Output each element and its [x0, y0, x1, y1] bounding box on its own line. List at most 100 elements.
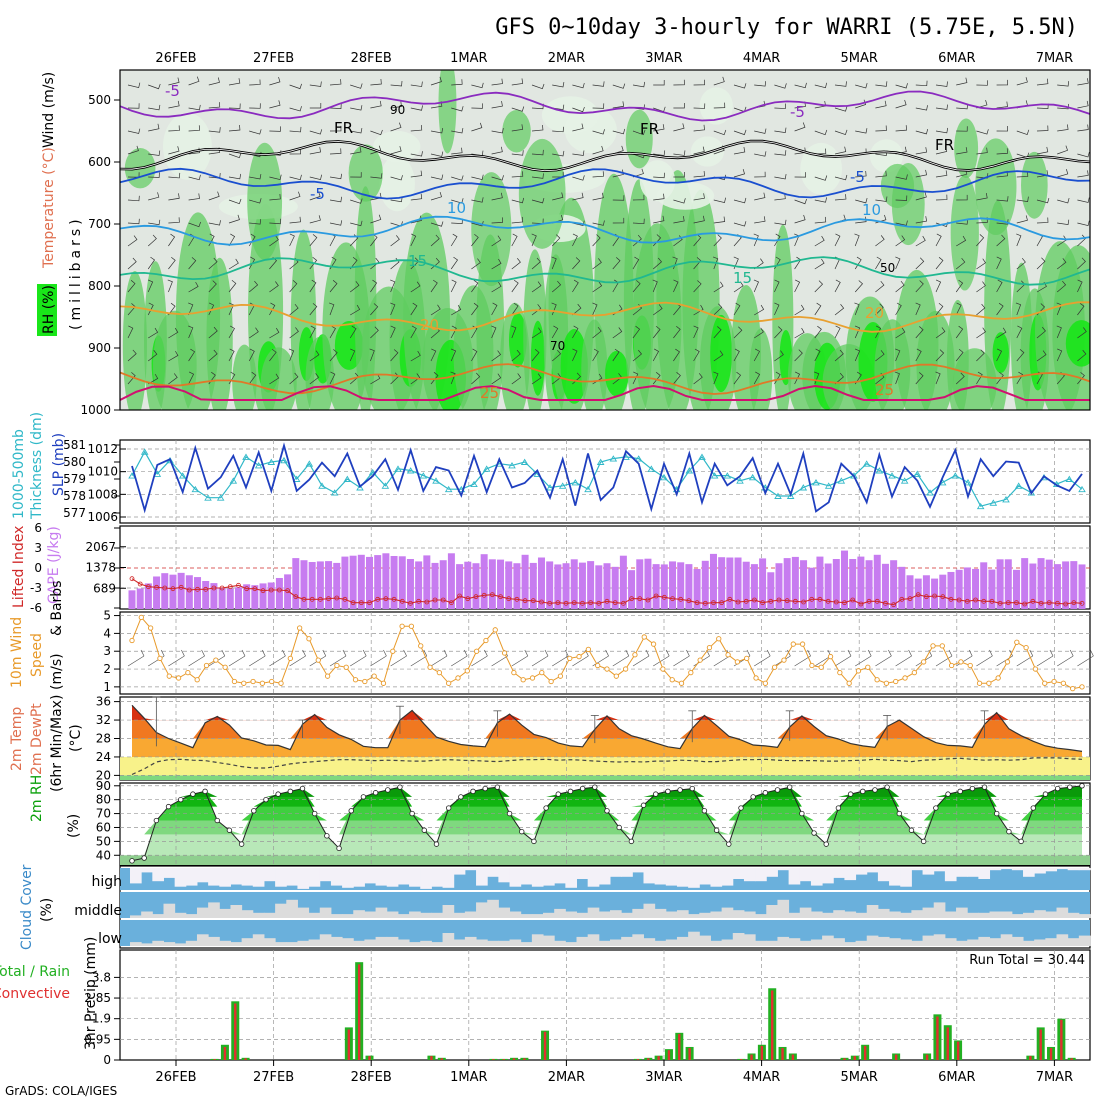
- wind-barb: [774, 350, 784, 362]
- thickness-marker: [1002, 496, 1010, 503]
- wind-speed-marker: [1032, 666, 1039, 672]
- wind-barb: [612, 217, 625, 224]
- cloud-cell: [755, 868, 767, 882]
- wind-barb: [188, 348, 196, 362]
- wind-barb: [875, 235, 885, 247]
- cloud-cell: [397, 868, 410, 885]
- wind-barb: [895, 99, 907, 109]
- lifted-index-marker: [1014, 600, 1019, 606]
- wind-barb: [753, 371, 761, 385]
- wind-barb: [976, 193, 988, 201]
- wind-barb: [471, 103, 483, 109]
- isotherms: [120, 90, 1090, 401]
- cape-bar: [382, 553, 390, 609]
- wind-barb: [329, 196, 343, 203]
- wind-barb: [875, 170, 887, 178]
- wind-barb: [733, 281, 744, 293]
- cloud-cell: [643, 903, 656, 918]
- precip-convective-bar: [678, 1033, 681, 1060]
- wind-barb: [208, 326, 218, 339]
- wind-barb: [289, 327, 299, 339]
- wind-speed-marker: [138, 614, 144, 620]
- cape-bar: [1029, 563, 1037, 609]
- wind-barb: [410, 170, 423, 178]
- wind10m-barb: [127, 649, 145, 667]
- cloud-cell: [799, 940, 812, 946]
- cape-bar: [963, 567, 971, 609]
- cloud-cell: [1067, 868, 1080, 871]
- wind-barb: [370, 145, 382, 155]
- wind-barb: [410, 151, 423, 157]
- rh2m-marker: [519, 828, 525, 835]
- wind-barb: [1036, 197, 1050, 204]
- isotherm-label: 25: [480, 384, 499, 402]
- cloud-cell: [665, 911, 678, 918]
- wind-barb: [390, 257, 400, 270]
- wind-barb: [1036, 78, 1049, 86]
- axis-tick-label: 1.9: [92, 1012, 111, 1026]
- wind-barb: [774, 127, 787, 133]
- wind-barb: [390, 235, 400, 247]
- wind-barb: [653, 193, 665, 201]
- cloud-cell: [185, 868, 198, 886]
- wind-barb: [1016, 325, 1023, 339]
- wind-barb: [410, 302, 418, 316]
- lifted-index-marker: [973, 597, 978, 603]
- lifted-index-marker: [530, 598, 536, 604]
- wind-barb: [168, 373, 178, 385]
- wind-barb: [915, 302, 921, 316]
- wind-speed-marker: [576, 653, 582, 660]
- wind-barb: [935, 170, 948, 178]
- wind-barb: [935, 81, 948, 87]
- wind-barb: [249, 219, 261, 225]
- cloud-unit-label: (%): [39, 898, 55, 922]
- wind-barb: [228, 325, 235, 339]
- rh2m-marker: [689, 785, 695, 792]
- thickness-marker: [406, 467, 415, 474]
- thickness-marker: [609, 455, 618, 462]
- cloud-cell: [342, 914, 354, 918]
- rh2m-marker: [579, 785, 586, 792]
- rh2m-marker: [421, 827, 428, 833]
- wind-speed-marker: [1060, 680, 1067, 686]
- wind-barb: [451, 147, 463, 155]
- cloud-cell: [476, 902, 488, 918]
- lifted-index-marker: [571, 600, 577, 606]
- wind-barb: [915, 326, 924, 339]
- wind-barb: [511, 258, 521, 270]
- rh2m-marker: [994, 810, 1000, 817]
- axis-tick-label: 24: [96, 750, 111, 764]
- isotherm-label: 15: [408, 252, 427, 270]
- wind-barb: [471, 258, 481, 270]
- cloud-cell: [241, 910, 254, 918]
- cloud-cell: [755, 914, 767, 918]
- cloud-cell: [286, 868, 298, 886]
- lifted-index-marker: [506, 596, 512, 602]
- wind-barb: [774, 233, 781, 247]
- wind-speed-marker: [902, 675, 908, 681]
- cloud-cover-panel: Cloud Cover (%) high middle low: [19, 864, 1091, 950]
- cloud-cell: [598, 911, 611, 918]
- rh2m-marker: [445, 805, 452, 811]
- wind-speed-marker: [418, 643, 424, 649]
- wind-barb: [592, 81, 605, 87]
- thickness-marker: [292, 475, 301, 482]
- thickness-marker: [634, 455, 643, 462]
- wind-speed-marker: [557, 673, 564, 679]
- rh2m-marker: [531, 838, 537, 845]
- date-label-top: 5MAR: [840, 51, 877, 66]
- cloud-cell: [710, 911, 723, 918]
- wind-barb: [794, 327, 805, 339]
- lifted-index-marker: [752, 597, 757, 603]
- thickness-marker: [748, 473, 757, 481]
- wind-barb: [834, 129, 848, 136]
- wind-barb: [935, 104, 948, 110]
- wind10m-barb: [511, 649, 529, 667]
- wind-barb: [370, 257, 380, 270]
- wind-barb: [673, 279, 679, 293]
- wind-barb: [511, 373, 522, 385]
- wind-barb: [390, 325, 396, 339]
- axis-tick-label: 1006: [87, 510, 118, 524]
- wind-barb: [834, 304, 845, 316]
- thickness-marker: [1078, 485, 1086, 493]
